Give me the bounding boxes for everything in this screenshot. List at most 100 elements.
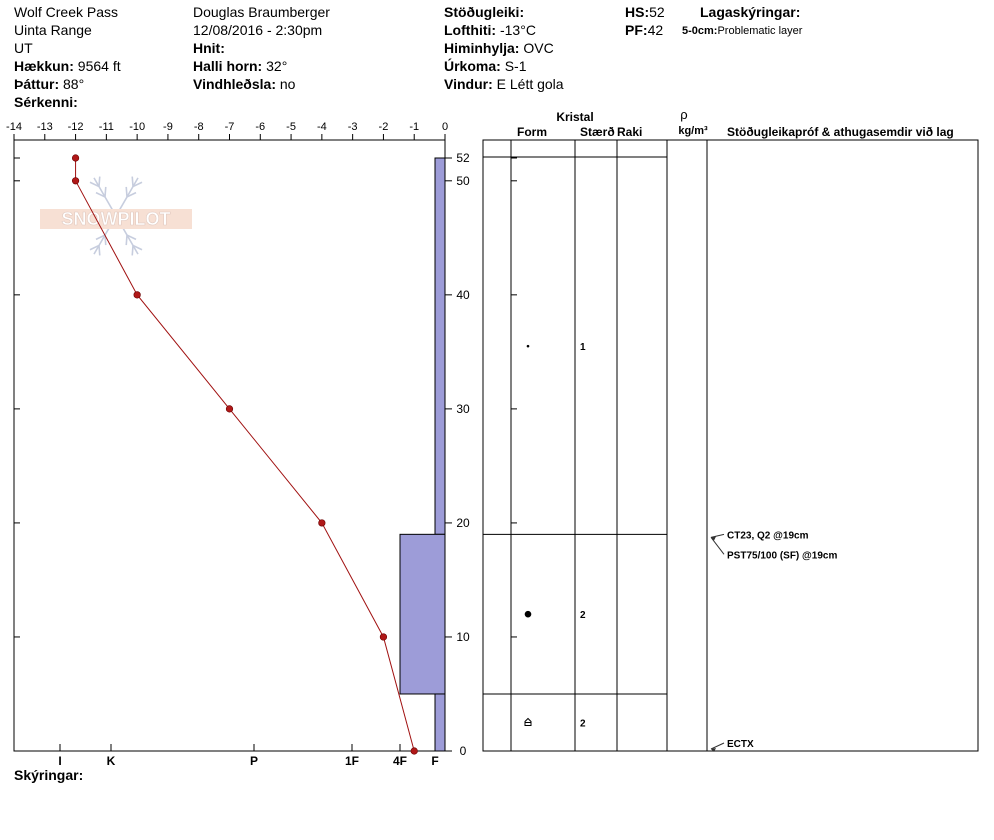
depth-tick-label: 20	[456, 516, 470, 530]
layer-note-range: 5-0cm:	[682, 25, 718, 37]
temp-tick-label: -2	[379, 121, 389, 133]
test-pointer	[710, 742, 725, 750]
sky-cover: Himinhylja: OVC	[444, 40, 554, 56]
size-value: 1	[580, 342, 586, 353]
rho-label: ρ	[680, 107, 687, 122]
flake-branch	[95, 234, 106, 241]
elevation-label: Hækkun:	[14, 58, 74, 74]
flake-branch	[126, 191, 137, 198]
state-name: UT	[14, 40, 33, 56]
hardness-bar	[399, 533, 446, 695]
aspect-value: 88°	[63, 76, 85, 92]
size-label: Stærð	[580, 125, 615, 139]
wind: Vindur: E Létt gola	[444, 76, 564, 92]
hardness-tick-label: P	[250, 754, 258, 768]
temperature-line	[75, 158, 415, 752]
tests-header: Stöðugleikapróf & athugasemdir við lag	[727, 125, 954, 139]
flake-branch	[89, 244, 100, 251]
wind-label: Vindur:	[444, 76, 493, 92]
left-plot-frame	[13, 139, 446, 752]
crystal-label: Kristal	[556, 110, 593, 124]
temp-tick-label: -11	[99, 121, 114, 133]
flake-branch	[98, 176, 101, 187]
size-value: 2	[580, 610, 586, 621]
pf-value: 42	[647, 22, 664, 38]
temp-tick-label: -8	[194, 121, 204, 133]
temp-tick-label: -9	[163, 121, 173, 133]
temperature-point	[133, 291, 141, 299]
flake-branch	[95, 191, 106, 198]
pf: PF:42	[625, 22, 663, 38]
flake-branch	[98, 245, 101, 256]
watermark-text: SNOWPILOT	[62, 209, 171, 229]
test-result: CT23, Q2 @19cm	[727, 530, 809, 541]
slope-value: 32°	[266, 58, 288, 74]
form-symbol-circle	[524, 610, 532, 618]
stability-label: Stöðugleiki:	[444, 4, 525, 20]
air-temp-label: Lofthiti:	[444, 22, 497, 38]
notes-label: Skýringar:	[14, 767, 84, 783]
hs-label: HS:	[625, 4, 650, 20]
flake-branch	[132, 181, 143, 188]
observation-datetime: 12/08/2016 - 2:30pm	[193, 22, 323, 38]
depth-tick-label: 50	[456, 174, 470, 188]
hardness-tick-label: I	[58, 754, 61, 768]
temp-tick-label: -1	[409, 121, 419, 133]
temp-tick-label: -7	[225, 121, 235, 133]
form-label: Form	[517, 125, 547, 139]
precip-value: S-1	[504, 58, 527, 74]
flake-branch	[131, 245, 134, 256]
temperature-point	[71, 154, 80, 162]
test-pointer	[710, 537, 725, 555]
sky-label: Himinhylja:	[444, 40, 520, 56]
hardness-bar	[434, 693, 446, 752]
wind-loading-value: no	[279, 76, 296, 92]
temp-tick-label: -5	[286, 121, 296, 133]
aspect: Þáttur: 88°	[14, 76, 84, 92]
temperature-point	[318, 519, 326, 527]
density-unit: kg/m³	[678, 125, 708, 137]
temp-tick-label: -13	[37, 121, 53, 133]
temperature-point	[410, 747, 418, 755]
pf-label: PF:	[625, 22, 648, 38]
snowpilot-watermark: SNOWPILOT	[40, 176, 192, 256]
wind-value: E Létt gola	[496, 76, 564, 92]
temp-tick-label: -3	[348, 121, 358, 133]
test-result: PST75/100 (SF) @19cm	[727, 550, 837, 561]
wind-loading-label: Vindhleðsla:	[193, 76, 276, 92]
temperature-point	[71, 177, 80, 185]
depth-tick-label: 40	[456, 288, 470, 302]
elevation-value: 9564 ft	[77, 58, 121, 74]
flake-branch	[125, 186, 128, 198]
layer-note: 5-0cm:Problematic layer	[682, 25, 802, 37]
flake-branch	[132, 244, 143, 251]
depth-tick-label: 10	[456, 630, 470, 644]
test-arrowhead	[711, 748, 716, 752]
observer-name: Douglas Braumberger	[193, 4, 330, 20]
features-label: Sérkenni:	[14, 94, 78, 110]
wind-loading: Vindhleðsla: no	[193, 76, 295, 92]
sky-value: OVC	[523, 40, 554, 56]
layer-notes-label: Lagaskýringar:	[700, 4, 801, 20]
slope-label: Halli horn:	[193, 58, 263, 74]
hardness-tick-label: K	[107, 754, 116, 768]
depth-tick-label: 52	[456, 151, 470, 165]
flake-branch	[104, 186, 107, 198]
test-arrowhead	[711, 536, 716, 541]
flake-branch	[89, 181, 100, 188]
test-result: ECTX	[727, 739, 754, 750]
flake-branch	[126, 234, 137, 241]
coords-label: Hnit:	[193, 40, 225, 56]
temp-tick-label: -4	[317, 121, 327, 133]
flake-branch	[131, 176, 134, 187]
hardness-tick-label: F	[431, 754, 438, 768]
right-table-frame	[482, 139, 979, 752]
test-pointer	[710, 533, 725, 538]
hardness-tick-label: 1F	[345, 754, 359, 768]
flake-branch	[104, 234, 107, 246]
depth-tick-label: 0	[460, 744, 467, 758]
precip-label: Úrkoma:	[444, 58, 501, 74]
temp-tick-label: -10	[129, 121, 145, 133]
layer-note-text: Problematic layer	[717, 25, 803, 37]
